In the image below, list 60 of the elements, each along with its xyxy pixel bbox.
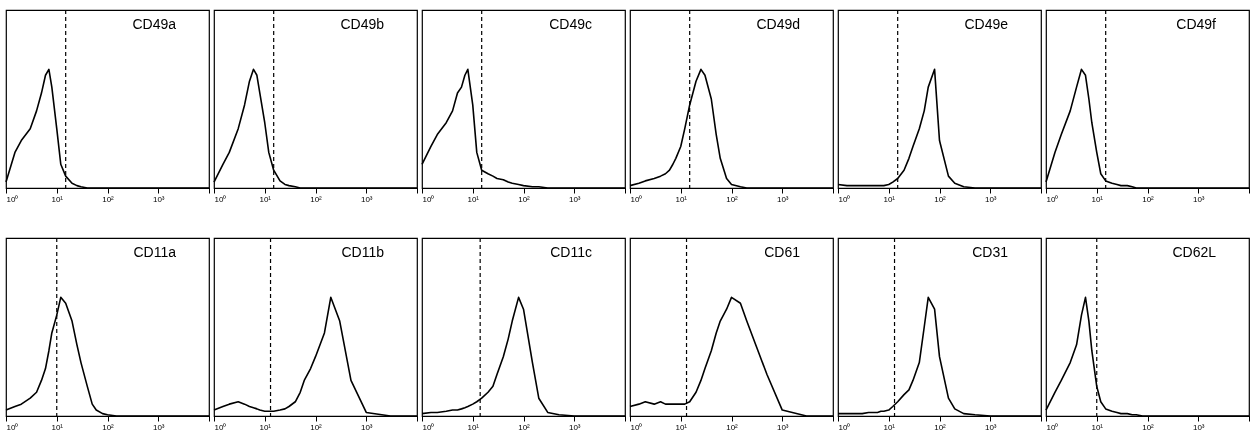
x-tick-label: 10² [1142,194,1155,204]
x-tick-label: 10¹ [675,194,688,204]
x-tick-label: 10³ [1192,422,1205,432]
x-tick-label: 10³ [1192,194,1205,204]
x-tick-label: 10³ [568,422,581,432]
x-tick-label: 10² [1142,422,1155,432]
x-tick-label: 10¹ [467,194,480,204]
chart-title: CD49a [132,16,177,32]
x-tick-label: 10¹ [1091,194,1104,204]
x-tick-label: 10³ [984,422,997,432]
x-tick-label: 10² [102,422,115,432]
x-tick-label: 10³ [776,422,789,432]
x-tick-label: 10⁰ [214,194,227,204]
chart-title: CD61 [764,244,801,260]
x-tick-label: 10⁰ [1046,422,1059,432]
chart-title: CD11a [133,244,177,260]
x-tick-label: 10⁰ [422,194,435,204]
chart-title: CD31 [972,244,1009,260]
x-tick-label: 10¹ [883,422,896,432]
x-tick-label: 10⁰ [630,422,643,432]
x-tick-label: 10¹ [1091,422,1104,432]
chart-title: CD62L [1172,244,1217,260]
x-tick-label: 10⁰ [838,422,851,432]
chart-title: CD49c [549,16,592,32]
x-tick-label: 10³ [152,194,165,204]
x-tick-label: 10⁰ [6,194,19,204]
x-tick-label: 10³ [568,194,581,204]
x-tick-label: 10³ [776,194,789,204]
x-tick-label: 10¹ [467,422,480,432]
x-tick-label: 10⁰ [1046,194,1059,204]
x-tick-label: 10¹ [259,194,272,204]
x-tick-label: 10² [934,194,947,204]
x-tick-label: 10² [934,422,947,432]
x-tick-label: 10³ [984,194,997,204]
x-tick-label: 10¹ [51,194,64,204]
x-tick-label: 10¹ [883,194,896,204]
x-tick-label: 10⁰ [838,194,851,204]
x-tick-label: 10⁰ [630,194,643,204]
x-tick-label: 10² [726,422,739,432]
chart-title: CD49e [964,16,1009,32]
x-tick-label: 10² [518,194,531,204]
chart-title: CD49f [1176,16,1217,32]
x-tick-label: 10² [310,194,323,204]
x-tick-label: 10² [726,194,739,204]
chart-title: CD11b [341,244,385,260]
chart-title: CD49b [340,16,385,32]
x-tick-label: 10² [310,422,323,432]
x-tick-label: 10⁰ [6,422,19,432]
x-tick-label: 10⁰ [422,422,435,432]
x-tick-label: 10³ [360,422,373,432]
x-tick-label: 10¹ [259,422,272,432]
chart-title: CD49d [756,16,800,32]
x-tick-label: 10¹ [51,422,64,432]
x-tick-label: 10⁰ [214,422,227,432]
x-tick-label: 10³ [152,422,165,432]
x-tick-label: 10² [102,194,115,204]
x-tick-label: 10² [518,422,531,432]
x-tick-label: 10¹ [675,422,688,432]
x-tick-label: 10³ [360,194,373,204]
chart-title: CD11c [550,244,592,260]
